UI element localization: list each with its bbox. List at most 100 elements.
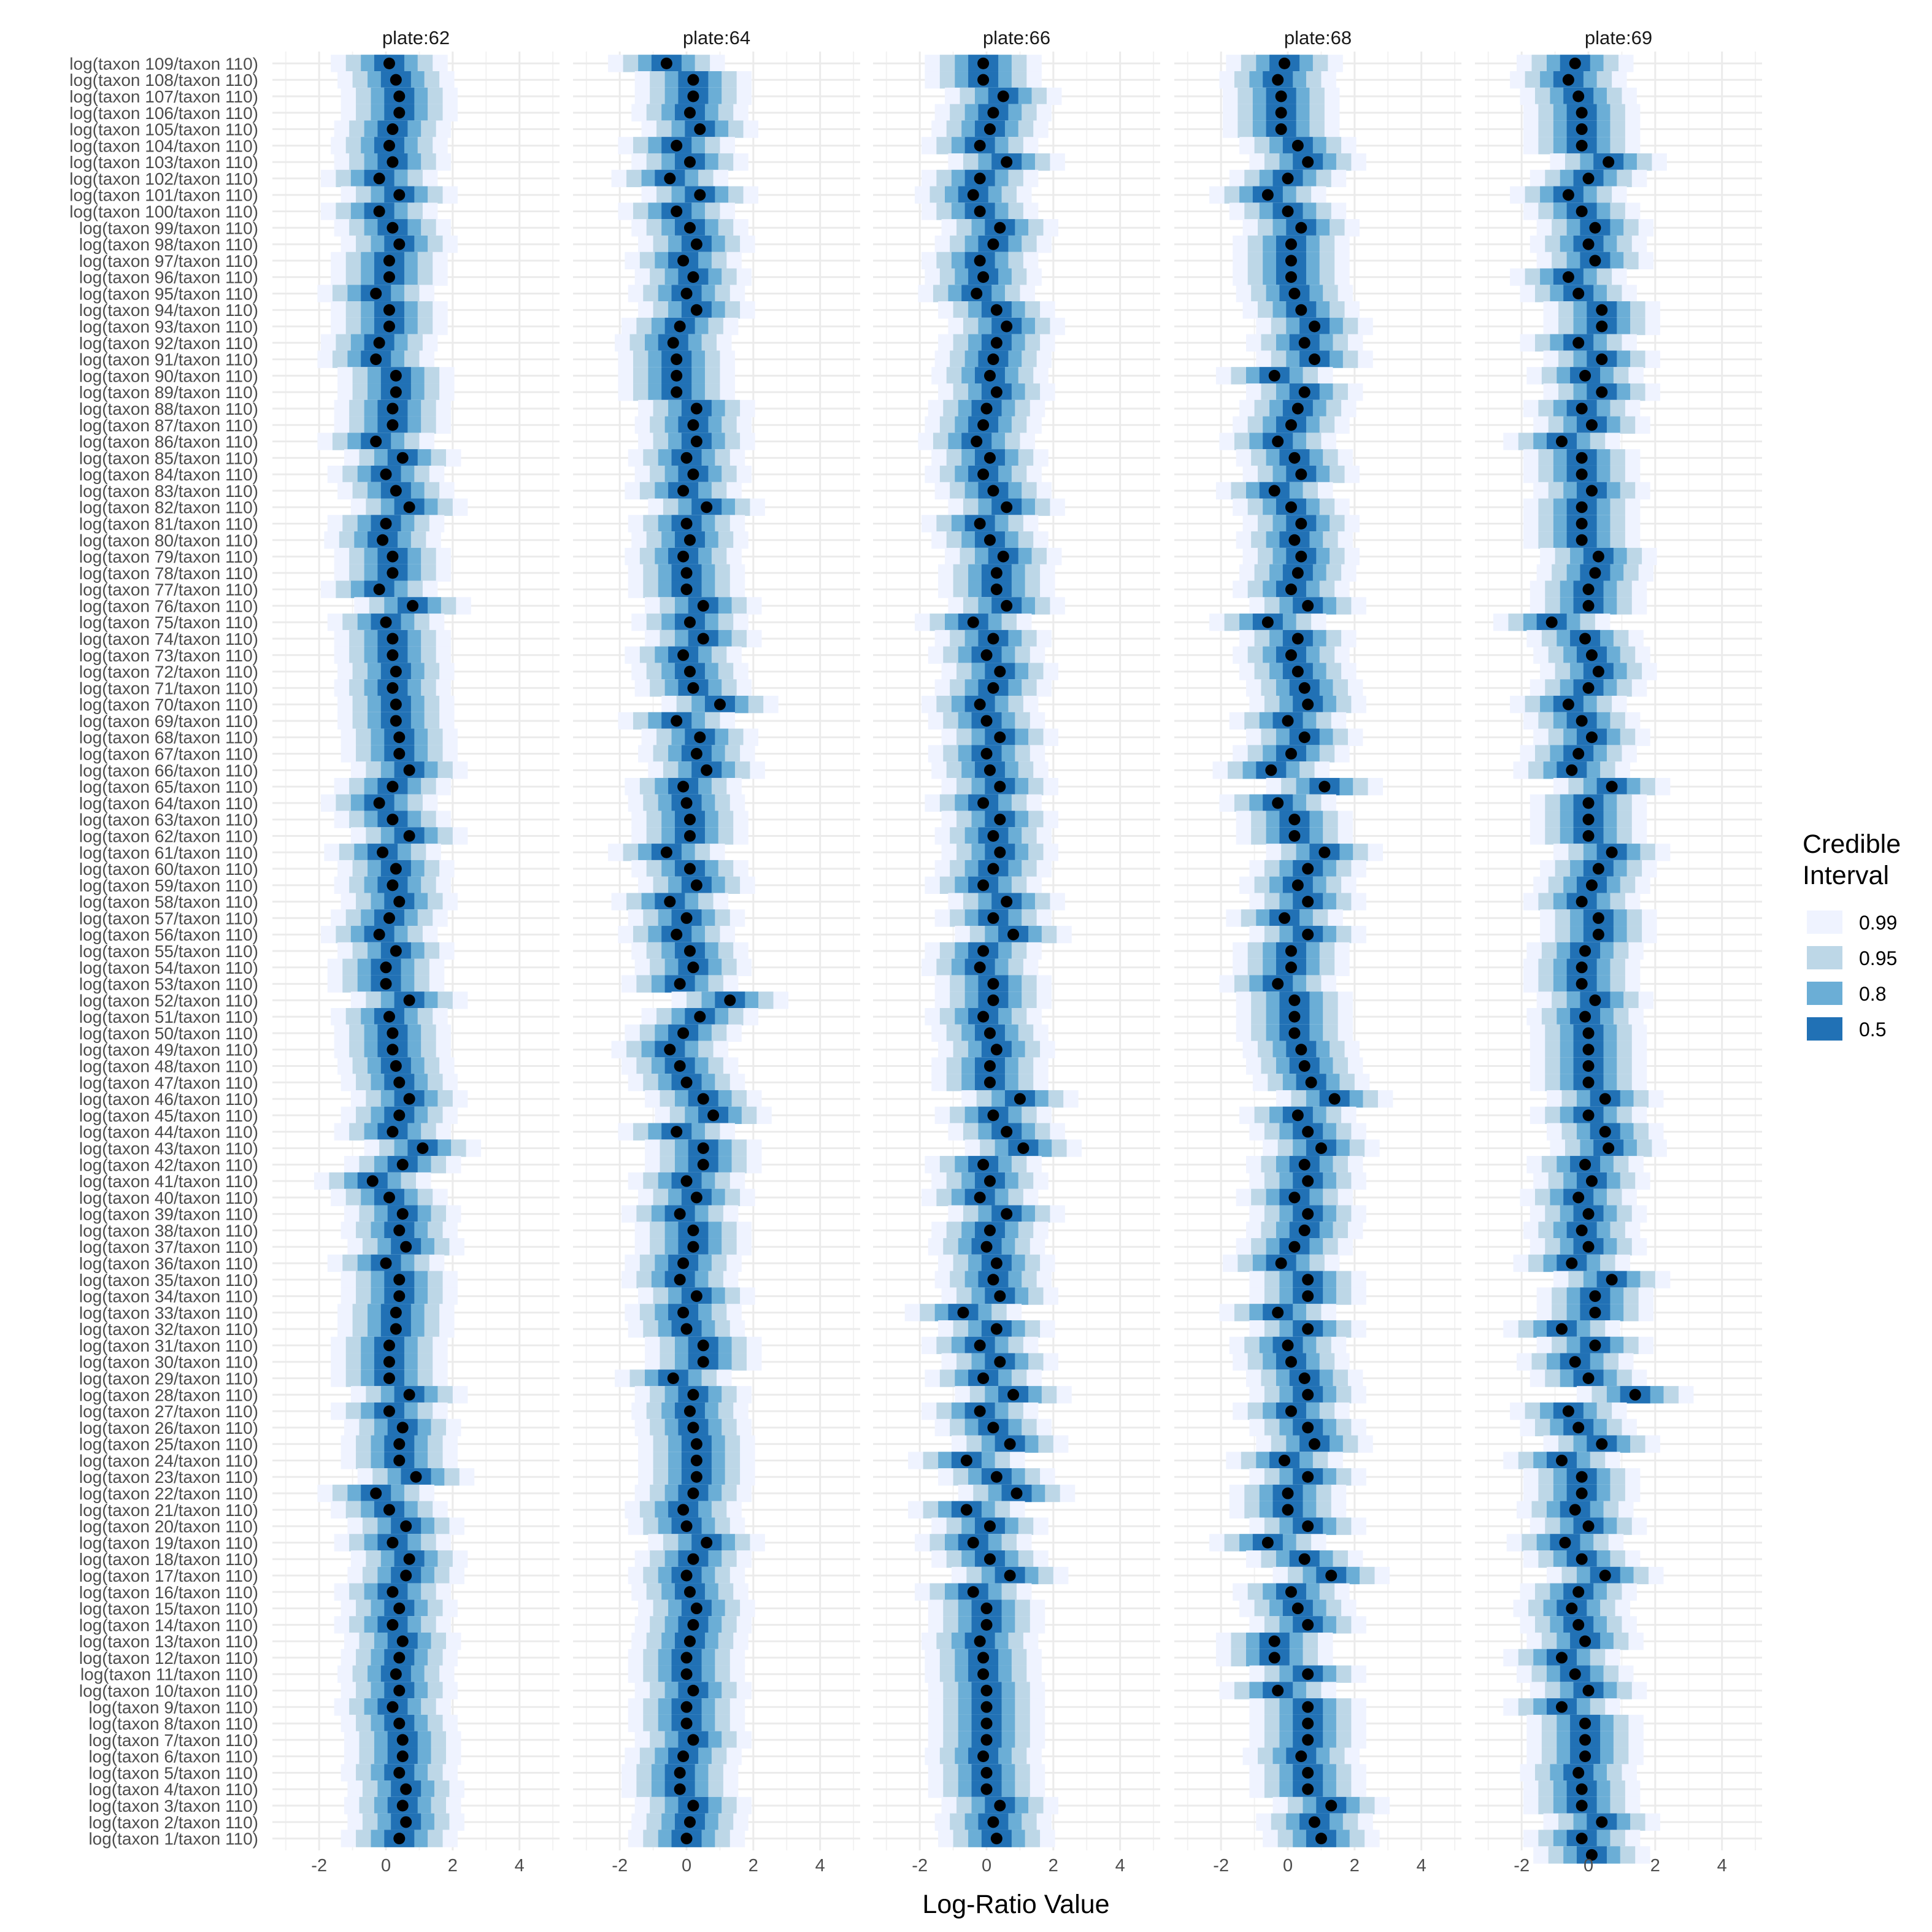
median-point — [1576, 961, 1588, 974]
median-point — [390, 1306, 402, 1318]
median-point — [1298, 1060, 1310, 1072]
median-point — [387, 879, 399, 891]
median-point — [664, 1044, 676, 1056]
y-tick-label: log(taxon 61/taxon 110) — [79, 843, 258, 862]
median-point — [396, 1635, 409, 1647]
median-point — [974, 698, 986, 710]
y-tick-label: log(taxon 59/taxon 110) — [79, 876, 258, 895]
y-tick-label: log(taxon 21/taxon 110) — [79, 1501, 258, 1520]
median-point — [671, 386, 683, 398]
median-point — [1576, 1783, 1588, 1795]
x-tick-label: -2 — [912, 1856, 928, 1876]
median-point — [967, 616, 979, 628]
median-point — [387, 1701, 399, 1713]
median-point — [1295, 1044, 1307, 1056]
y-tick-label: log(taxon 32/taxon 110) — [79, 1320, 258, 1339]
y-tick-label: log(taxon 77/taxon 110) — [79, 580, 258, 599]
y-tick-label: log(taxon 19/taxon 110) — [79, 1533, 258, 1552]
y-tick-label: log(taxon 100/taxon 110) — [69, 202, 258, 221]
median-point — [1579, 1734, 1591, 1746]
median-point — [1302, 1175, 1314, 1187]
y-tick-label: log(taxon 56/taxon 110) — [79, 925, 258, 944]
x-tick-label: 2 — [448, 1856, 458, 1876]
y-tick-label: log(taxon 49/taxon 110) — [79, 1041, 258, 1060]
median-point — [980, 1241, 993, 1253]
y-tick-label: log(taxon 11/taxon 110) — [80, 1665, 258, 1684]
median-point — [390, 386, 402, 398]
median-point — [403, 1388, 415, 1401]
median-point — [1579, 1010, 1591, 1023]
y-tick-label: log(taxon 55/taxon 110) — [79, 942, 258, 961]
median-point — [1315, 1833, 1327, 1845]
y-tick-label: log(taxon 96/taxon 110) — [79, 268, 258, 287]
interval-marks — [608, 55, 788, 1847]
median-point — [383, 304, 395, 316]
median-point — [990, 386, 1003, 398]
y-tick-label: log(taxon 5/taxon 110) — [88, 1763, 258, 1782]
median-point — [987, 238, 999, 250]
median-point — [701, 764, 713, 776]
median-point — [977, 271, 990, 283]
interval-marks — [1493, 55, 1694, 1864]
median-point — [1295, 468, 1307, 480]
median-point — [974, 1635, 986, 1647]
y-tick-label: log(taxon 30/taxon 110) — [79, 1353, 258, 1372]
median-point — [403, 1093, 415, 1105]
median-point — [390, 666, 402, 678]
x-tick-label: 4 — [815, 1856, 825, 1876]
median-point — [1576, 1471, 1588, 1483]
median-point — [994, 1799, 1006, 1812]
median-point — [994, 666, 1006, 678]
y-tick-label: log(taxon 54/taxon 110) — [79, 958, 258, 977]
median-point — [1268, 369, 1280, 382]
y-tick-label: log(taxon 50/taxon 110) — [79, 1024, 258, 1043]
median-point — [1001, 501, 1013, 514]
median-point — [387, 123, 399, 136]
median-point — [370, 353, 382, 366]
median-point — [680, 517, 693, 529]
median-point — [1004, 1438, 1016, 1450]
median-point — [383, 320, 395, 333]
median-point — [383, 139, 395, 152]
legend-key-0.95 — [1807, 946, 1842, 969]
median-point — [987, 682, 999, 694]
median-point — [387, 221, 399, 234]
median-point — [1285, 1356, 1297, 1368]
median-point — [1582, 682, 1595, 694]
median-point — [694, 1010, 706, 1023]
y-tick-label: log(taxon 95/taxon 110) — [79, 284, 258, 303]
y-tick-label: log(taxon 73/taxon 110) — [79, 646, 258, 665]
legend-keys: 0.99 0.95 0.8 0.5 — [1807, 910, 1897, 1041]
y-tick-label: log(taxon 86/taxon 110) — [79, 433, 258, 452]
y-tick-label: log(taxon 20/taxon 110) — [79, 1517, 258, 1536]
median-point — [370, 436, 382, 448]
median-point — [393, 896, 406, 908]
median-point — [1302, 1520, 1314, 1533]
y-tick-label: log(taxon 58/taxon 110) — [79, 893, 258, 912]
median-point — [1268, 485, 1280, 497]
median-point — [983, 1060, 996, 1072]
y-tick-label: log(taxon 105/taxon 110) — [69, 120, 258, 139]
median-point — [677, 550, 690, 563]
median-point — [1589, 221, 1601, 234]
x-tick-label: 0 — [381, 1856, 391, 1876]
y-tick-label: log(taxon 109/taxon 110) — [69, 54, 258, 73]
y-tick-label: log(taxon 99/taxon 110) — [79, 218, 258, 237]
median-point — [971, 287, 983, 299]
median-point — [997, 550, 1009, 563]
y-tick-label: log(taxon 74/taxon 110) — [79, 629, 258, 648]
median-point — [380, 616, 392, 628]
median-point — [677, 1027, 690, 1039]
y-tick-label: log(taxon 35/taxon 110) — [79, 1271, 258, 1290]
panel-title: plate:64 — [683, 27, 750, 48]
median-point — [370, 1487, 382, 1499]
y-tick-label: log(taxon 62/taxon 110) — [79, 826, 258, 845]
median-point — [396, 1208, 409, 1220]
median-point — [396, 1734, 409, 1746]
y-tick-label: log(taxon 108/taxon 110) — [69, 71, 258, 90]
median-point — [1007, 928, 1020, 941]
median-point — [724, 994, 736, 1006]
y-tick-label: log(taxon 47/taxon 110) — [79, 1073, 258, 1092]
median-point — [396, 1750, 409, 1763]
median-point — [1275, 1257, 1287, 1269]
